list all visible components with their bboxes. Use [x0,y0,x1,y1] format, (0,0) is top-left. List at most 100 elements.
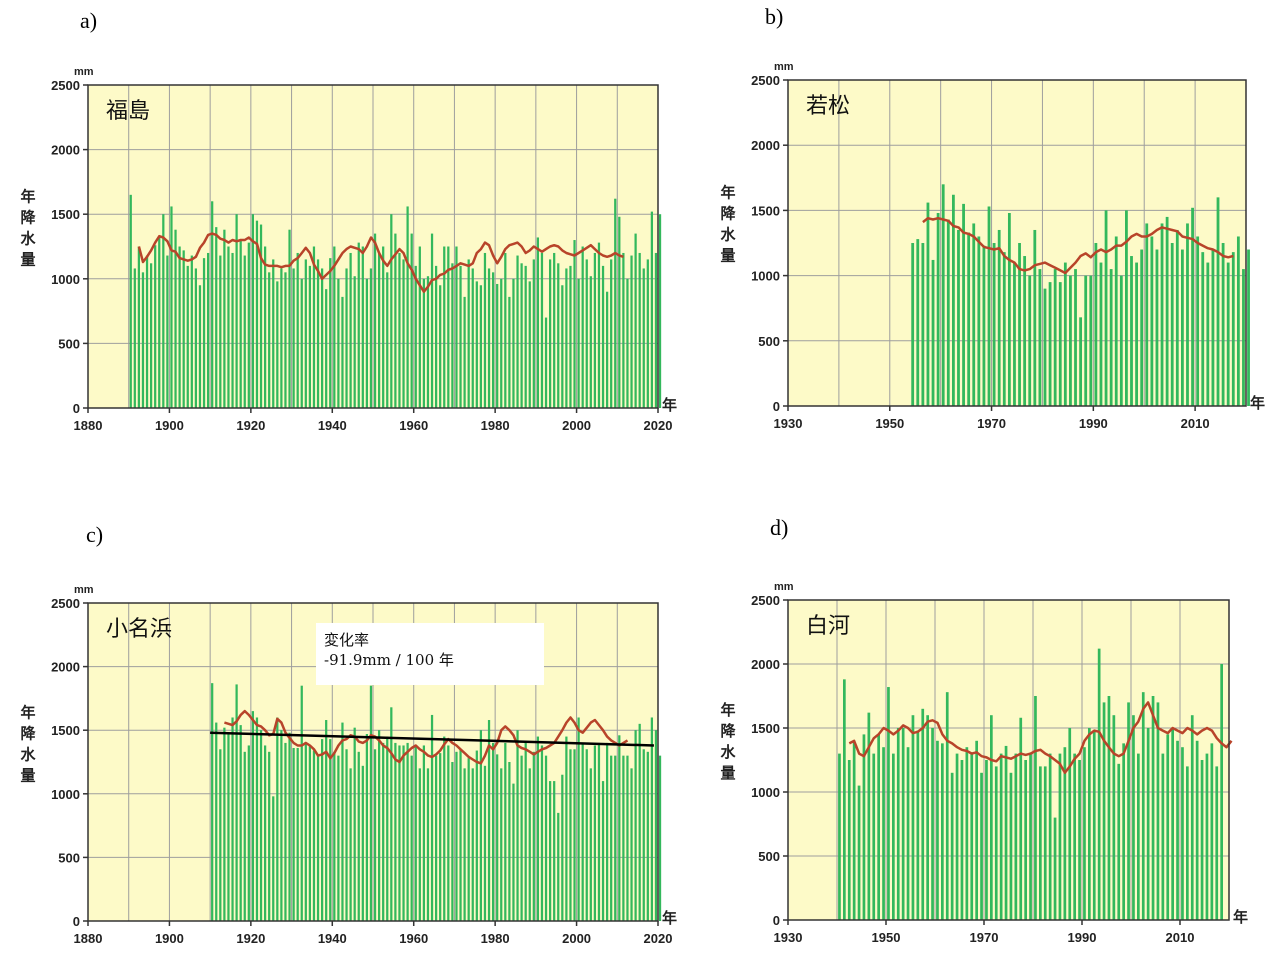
bar-2009 [1191,207,1194,406]
bar-1995 [557,812,560,921]
plot-frame [787,599,1230,921]
bar-2000 [1132,715,1135,920]
bar-1959 [410,233,413,408]
bar-1991 [540,252,544,408]
bar-2009 [614,198,617,408]
bar-1927 [280,730,283,921]
bar-1979 [1038,269,1042,406]
bar-1979 [491,742,495,921]
bar-1976 [1014,753,1018,920]
panel-label-c: c) [86,522,104,547]
bar-1912 [219,255,222,408]
y-unit-label: mm [774,61,794,73]
bar-1996 [561,285,564,408]
bar-1992 [544,755,548,921]
bar-1982 [504,742,507,921]
bar-1910 [211,683,214,921]
bar-2005 [1156,702,1160,920]
bar-1904 [186,265,189,408]
x-unit-label: 年 [1233,908,1248,926]
bar-1976 [1023,256,1027,406]
bar-1917 [239,240,242,408]
bar-1934 [308,265,312,408]
bar-1986 [1063,747,1067,920]
bar-2017 [1215,766,1219,920]
x-tick-label: 1960 [399,418,428,433]
bar-1950 [373,749,377,921]
bar-2007 [1166,734,1170,920]
y-tick-label: 1000 [51,787,80,802]
x-tick-label: 2020 [644,418,673,433]
bar-1899 [166,255,169,408]
bar-1955 [394,742,397,921]
bar-1962 [945,692,949,920]
bar-1951 [892,753,895,920]
bar-1967 [977,236,981,406]
x-tick-label: 1990 [1068,930,1097,945]
plot-frame [87,84,659,409]
bar-1967 [443,736,446,921]
bar-1895 [149,263,153,408]
bar-1961 [418,246,421,408]
bar-1991 [540,745,544,921]
bar-1935 [312,246,316,408]
bar-1993 [548,259,552,408]
bar-2011 [1186,766,1189,920]
bar-1954 [906,747,910,920]
bar-1978 [487,268,491,408]
y-axis-label: 年降水量 [720,701,736,782]
bar-2020 [658,214,662,408]
x-tick-label: 2010 [1166,930,1195,945]
bar-2002 [1155,249,1159,406]
bar-2001 [1150,236,1154,406]
bar-1960 [414,746,417,921]
bar-1969 [987,206,991,406]
bar-2008 [1171,728,1174,920]
bar-2020 [1247,249,1250,406]
plot-frame [87,602,659,922]
bar-1958 [406,742,409,921]
x-tick-label: 1980 [481,931,510,946]
bar-1942 [341,296,344,408]
station-name: 若松 [806,94,850,119]
bar-2015 [638,252,641,408]
bar-2003 [1160,223,1164,406]
bar-1925 [272,259,275,408]
bar-1924 [268,272,271,408]
bar-1987 [1068,728,1072,920]
bar-2014 [634,730,637,921]
y-tick-label: 1500 [751,203,780,218]
y-tick-label: 1500 [51,723,80,738]
bar-1958 [931,259,935,406]
panel-label-b: b) [765,4,784,29]
bar-1956 [916,730,920,920]
x-unit-label: 年 [662,909,677,927]
bar-1954 [390,214,393,408]
bar-1912 [219,749,222,921]
bar-1977 [1028,275,1032,406]
bar-1989 [1089,275,1093,406]
bar-1999 [573,749,576,921]
bar-1900 [170,206,173,408]
y-axis-label: 年降水量 [20,703,36,784]
bar-1925 [272,796,275,921]
bar-1913 [223,727,226,921]
bar-2012 [626,278,629,408]
bar-2001 [1137,753,1140,920]
bar-1982 [1043,766,1047,920]
bar-1908 [202,258,206,408]
bar-1943 [852,740,856,920]
bar-1997 [1117,763,1121,920]
bar-1988 [528,768,531,921]
bar-1971 [990,715,993,920]
x-tick-label: 1900 [155,931,184,946]
bar-2010 [1181,747,1184,920]
bar-1965 [967,232,971,406]
bar-2000 [577,278,580,408]
bar-1952 [382,246,385,408]
bar-1990 [536,237,540,408]
bar-1956 [921,243,925,406]
bar-1923 [263,745,267,921]
bar-1974 [471,768,474,921]
bar-2008 [1186,223,1189,406]
